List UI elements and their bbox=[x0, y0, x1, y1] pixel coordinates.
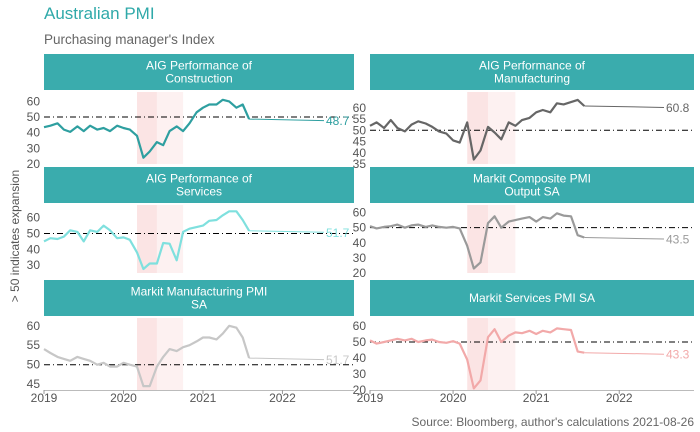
panel-title-line: Services bbox=[176, 185, 222, 199]
y-tick-label: 30 bbox=[27, 141, 41, 155]
y-tick-label: 55 bbox=[353, 112, 367, 126]
y-tick-label: 60 bbox=[27, 319, 41, 333]
y-axis-label: > 50 indicates expansion bbox=[8, 170, 22, 302]
chart-subtitle: Purchasing manager's Index bbox=[44, 32, 215, 47]
last-value-label: 51.7 bbox=[326, 226, 350, 240]
last-value-leader bbox=[249, 118, 325, 122]
panel-title-line: AIG Performance of bbox=[146, 172, 253, 186]
panel-header bbox=[44, 280, 354, 316]
panel-title-line: Markit Composite PMI bbox=[473, 172, 591, 186]
y-tick-label: 50 bbox=[27, 226, 41, 240]
shade-band bbox=[137, 318, 157, 390]
panel-title-line: Output SA bbox=[504, 185, 559, 199]
y-tick-label: 40 bbox=[27, 242, 41, 256]
y-tick-label: 40 bbox=[27, 126, 41, 140]
panel-5: Markit Services PMI SA 20 30 40 50 60 43.3 2019… bbox=[353, 280, 694, 405]
last-value-leader bbox=[584, 105, 665, 108]
shade-band bbox=[487, 205, 516, 273]
panel-title-line: AIG Performance of bbox=[146, 59, 253, 73]
panel-title-line: AIG Performance of bbox=[479, 59, 586, 73]
y-tick-label: 60 bbox=[27, 211, 41, 225]
y-tick-label: 50 bbox=[27, 110, 41, 124]
y-tick-label: 55 bbox=[27, 338, 41, 352]
last-value-label: 43.3 bbox=[666, 348, 690, 362]
y-tick-label: 30 bbox=[353, 251, 367, 265]
panel-header bbox=[44, 54, 354, 90]
y-tick-label: 40 bbox=[353, 236, 367, 250]
y-tick-label: 60 bbox=[353, 319, 367, 333]
last-value-leader bbox=[584, 352, 665, 355]
panel-header bbox=[370, 280, 694, 316]
y-tick-label: 50 bbox=[353, 335, 367, 349]
y-tick-label: 20 bbox=[27, 157, 41, 171]
shade-band bbox=[487, 318, 516, 390]
panel-header bbox=[370, 54, 694, 90]
y-tick-label: 35 bbox=[353, 157, 367, 171]
panel-title-line: Markit Manufacturing PMI bbox=[131, 285, 268, 299]
y-tick-label: 20 bbox=[353, 266, 367, 280]
y-tick-label: 45 bbox=[27, 377, 41, 391]
y-tick-label: 60 bbox=[353, 101, 367, 115]
y-tick-label: 40 bbox=[353, 146, 367, 160]
panel-title-line: Manufacturing bbox=[494, 72, 570, 86]
series-line bbox=[43, 324, 251, 388]
last-value-leader bbox=[584, 236, 665, 240]
x-tick-label: 2021 bbox=[523, 391, 550, 405]
panel-title-line: Construction bbox=[165, 72, 232, 86]
y-tick-label: 45 bbox=[353, 135, 367, 149]
y-tick-label: 60 bbox=[353, 206, 367, 220]
shade-band bbox=[137, 205, 157, 273]
y-tick-label: 60 bbox=[27, 94, 41, 108]
x-tick-label: 2022 bbox=[269, 391, 296, 405]
y-tick-label: 50 bbox=[27, 358, 41, 372]
last-value-label: 43.5 bbox=[666, 232, 690, 246]
shade-band bbox=[487, 92, 516, 164]
y-tick-label: 30 bbox=[353, 367, 367, 381]
x-tick-label: 2020 bbox=[110, 391, 137, 405]
y-tick-label: 50 bbox=[353, 221, 367, 235]
x-tick-label: 2019 bbox=[357, 391, 384, 405]
series-line bbox=[369, 327, 585, 390]
x-tick-label: 2019 bbox=[31, 391, 58, 405]
x-tick-label: 2022 bbox=[606, 391, 633, 405]
y-tick-label: 50 bbox=[353, 123, 367, 137]
series-line bbox=[369, 212, 585, 270]
panel-title-line: Markit Services PMI SA bbox=[469, 291, 595, 305]
panel-header bbox=[44, 167, 354, 203]
y-tick-label: 30 bbox=[27, 258, 41, 272]
chart-title: Australian PMI bbox=[44, 4, 155, 23]
last-value-label: 51.7 bbox=[326, 353, 350, 367]
y-tick-label: 40 bbox=[353, 351, 367, 365]
shade-band bbox=[156, 205, 184, 273]
panel-header bbox=[370, 167, 694, 203]
shade-band bbox=[156, 318, 184, 390]
y-tick-label: 20 bbox=[353, 383, 367, 397]
source-note: Source: Bloomberg, author's calculations… bbox=[412, 415, 695, 429]
last-value-leader bbox=[249, 357, 325, 361]
x-tick-label: 2020 bbox=[440, 391, 467, 405]
x-tick-label: 2021 bbox=[190, 391, 217, 405]
last-value-leader bbox=[249, 230, 325, 233]
series-line bbox=[43, 98, 251, 159]
last-value-label: 60.8 bbox=[666, 101, 690, 115]
panel-title-line: SA bbox=[191, 298, 207, 312]
series-line bbox=[43, 210, 251, 271]
series-line bbox=[369, 98, 586, 161]
last-value-label: 48.7 bbox=[326, 114, 350, 128]
shade-band bbox=[137, 92, 157, 164]
